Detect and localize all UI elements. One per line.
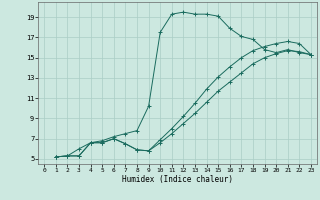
X-axis label: Humidex (Indice chaleur): Humidex (Indice chaleur) bbox=[122, 175, 233, 184]
